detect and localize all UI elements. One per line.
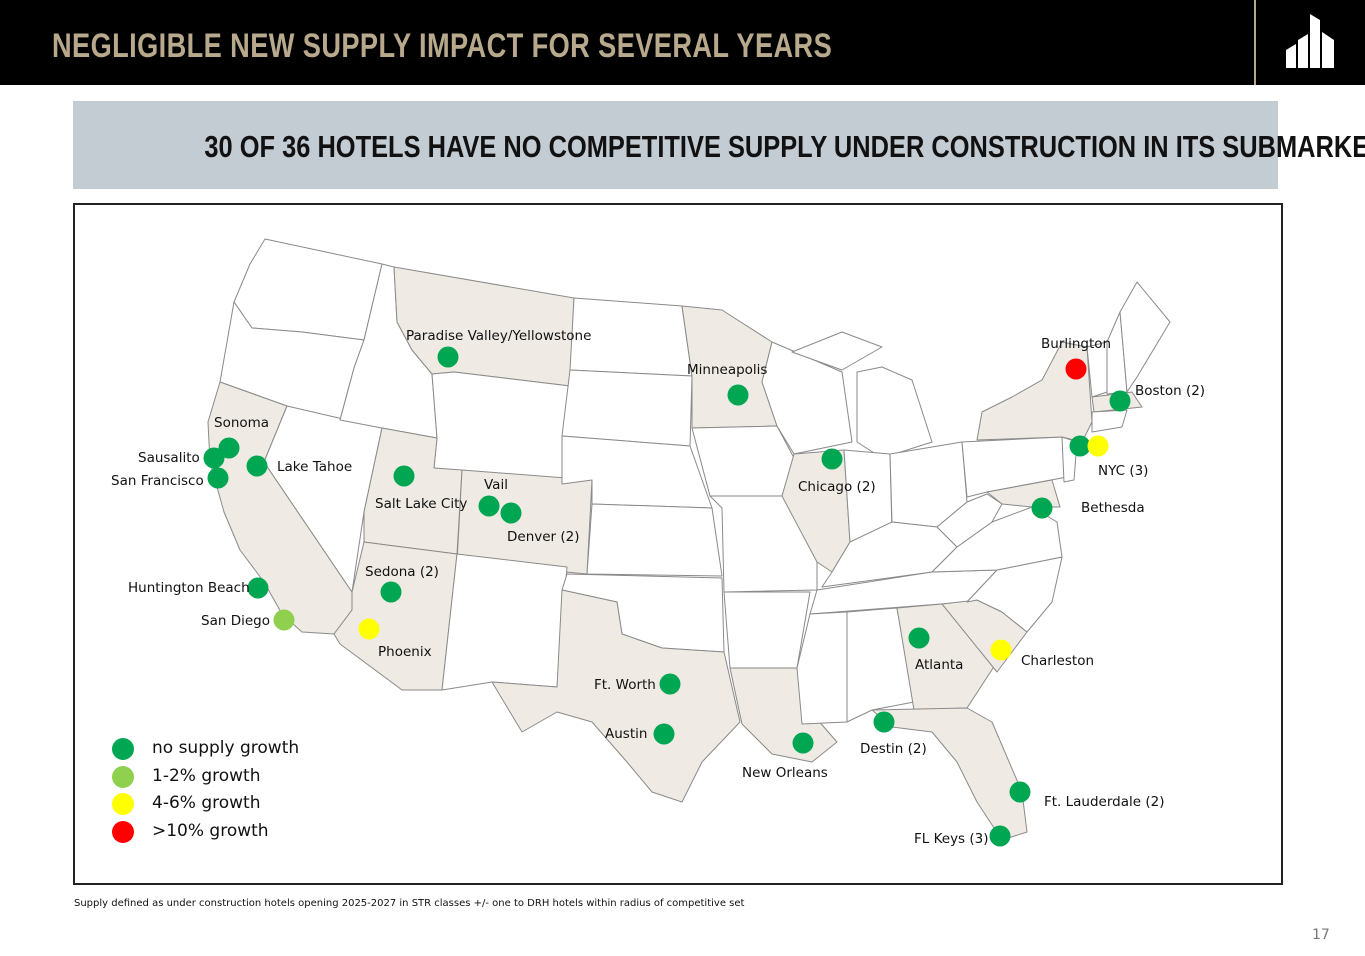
label-chicago: Chicago (2) [798, 479, 876, 495]
state-south-dakota [561, 369, 693, 447]
legend-dot-lightgreen [112, 766, 134, 788]
marker-charleston [990, 639, 1012, 661]
label-paradise-valley: Paradise Valley/Yellowstone [406, 328, 591, 344]
marker-atlanta [908, 627, 930, 649]
marker-sausalito [203, 447, 225, 469]
marker-austin [653, 723, 675, 745]
marker-boston [1109, 390, 1131, 412]
marker-ft-lauderdale [1009, 781, 1031, 803]
label-ft-lauderdale: Ft. Lauderdale (2) [1044, 794, 1165, 810]
marker-huntington-beach [247, 577, 269, 599]
legend-dot-red [112, 821, 134, 843]
label-denver: Denver (2) [507, 529, 580, 545]
label-huntington-beach: Huntington Beach [128, 580, 250, 596]
label-burlington: Burlington [1041, 336, 1111, 352]
legend-dot-yellow [112, 793, 134, 815]
headline-text: 30 OF 36 HOTELS HAVE NO COMPETITIVE SUPP… [204, 129, 1365, 164]
state-maine [1119, 281, 1171, 393]
state-texas [491, 589, 741, 803]
map-frame: Paradise Valley/Yellowstone Minneapolis … [73, 203, 1283, 885]
legend-label: >10% growth [152, 821, 269, 841]
state-connecticut [1091, 409, 1128, 433]
marker-new-orleans [792, 732, 814, 754]
label-ft-worth: Ft. Worth [594, 677, 656, 693]
label-salt-lake-city: Salt Lake City [375, 496, 467, 512]
label-destin: Destin (2) [860, 741, 927, 757]
marker-paradise-valley [437, 346, 459, 368]
legend-dot-green [112, 738, 134, 760]
marker-sonoma [218, 437, 240, 459]
headline-banner: 30 OF 36 HOTELS HAVE NO COMPETITIVE SUPP… [73, 101, 1365, 189]
marker-nyc-yellow [1087, 435, 1109, 457]
marker-chicago [821, 448, 843, 470]
header-bar: NEGLIGIBLE NEW SUPPLY IMPACT FOR SEVERAL… [0, 0, 1365, 85]
marker-salt-lake-city [393, 465, 415, 487]
marker-denver [500, 502, 522, 524]
state-washington [233, 238, 383, 341]
marker-nyc-green [1069, 435, 1091, 457]
state-michigan [856, 366, 933, 459]
label-sausalito: Sausalito [138, 450, 200, 466]
state-wyoming [431, 371, 571, 485]
marker-vail [478, 495, 500, 517]
marker-sedona [380, 581, 402, 603]
footnote: Supply defined as under construction hot… [74, 898, 745, 909]
city-labels: Paradise Valley/Yellowstone Minneapolis … [111, 328, 1205, 847]
page-title: NEGLIGIBLE NEW SUPPLY IMPACT FOR SEVERAL… [52, 27, 833, 65]
label-lake-tahoe: Lake Tahoe [277, 459, 352, 475]
page-number: 17 [1312, 927, 1330, 943]
label-minneapolis: Minneapolis [687, 362, 767, 378]
state-arkansas [723, 591, 811, 669]
legend-label: 4-6% growth [152, 793, 261, 813]
us-map: Paradise Valley/Yellowstone Minneapolis … [111, 238, 1205, 847]
state-kansas [586, 503, 723, 577]
label-fl-keys: FL Keys (3) [914, 831, 989, 847]
state-alabama [846, 607, 915, 723]
marker-destin [873, 711, 895, 733]
marker-bethesda [1031, 497, 1053, 519]
label-sonoma: Sonoma [214, 415, 269, 431]
map-markers [203, 346, 1131, 847]
marker-minneapolis [727, 384, 749, 406]
header-divider [1254, 0, 1256, 85]
label-san-francisco: San Francisco [111, 473, 204, 489]
state-florida [871, 707, 1028, 841]
state-michigan-upper [791, 331, 883, 371]
marker-fl-keys [989, 825, 1011, 847]
label-atlanta: Atlanta [915, 657, 963, 673]
label-charleston: Charleston [1021, 653, 1094, 669]
state-mississippi [796, 611, 848, 725]
state-virginia [931, 506, 1063, 573]
legend-label: no supply growth [152, 738, 300, 758]
label-phoenix: Phoenix [378, 644, 432, 660]
marker-san-francisco [207, 467, 229, 489]
state-iowa [691, 425, 795, 497]
label-austin: Austin [605, 726, 647, 742]
marker-phoenix [358, 618, 380, 640]
legend-label: 1-2% growth [152, 766, 261, 786]
label-new-orleans: New Orleans [742, 765, 828, 781]
marker-burlington [1065, 358, 1087, 380]
label-bethesda: Bethesda [1081, 500, 1145, 516]
label-sedona: Sedona (2) [365, 564, 439, 580]
building-logo-icon [1286, 14, 1334, 68]
marker-san-diego [273, 609, 295, 631]
marker-lake-tahoe [246, 455, 268, 477]
label-boston: Boston (2) [1135, 383, 1205, 399]
marker-ft-worth [659, 673, 681, 695]
label-vail: Vail [484, 477, 508, 493]
label-san-diego: San Diego [201, 613, 270, 629]
label-nyc: NYC (3) [1098, 463, 1148, 479]
state-new-york [976, 341, 1093, 443]
state-new-mexico [441, 553, 568, 691]
